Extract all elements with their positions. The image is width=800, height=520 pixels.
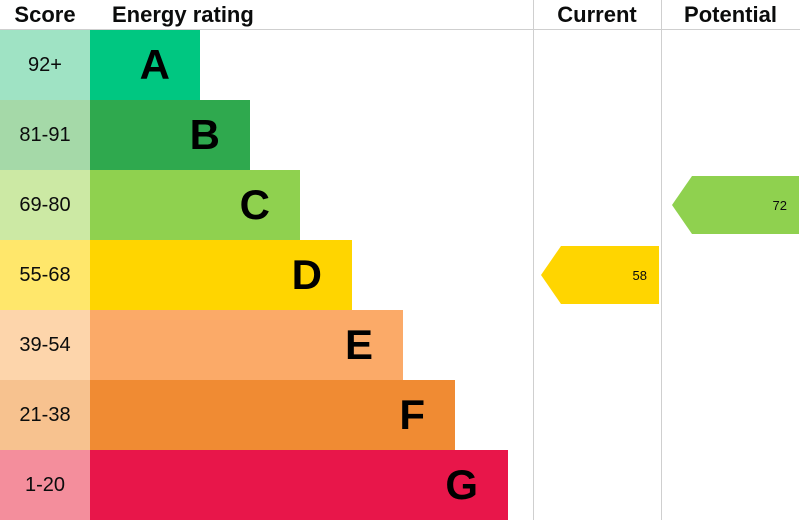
score-range-f: 21-38 [0,380,90,450]
rating-bar-a: A [90,30,200,100]
band-letter-e: E [344,321,373,368]
potential-header: Potential [684,1,777,27]
potential-rating-value: 72 [772,197,787,213]
band-letter-f: F [399,391,425,438]
band-letter-b: B [189,111,220,158]
band-row-f: 21-38 F [0,380,800,450]
band-row-c: 69-80 C [0,170,800,240]
rating-bar-c: C [90,170,300,240]
potential-column-divider [661,0,662,520]
current-rating-arrow: 58 [541,246,659,304]
band-letter-c: C [239,181,270,228]
rating-bar-g: G [90,450,508,520]
potential-rating-arrow: 72 [672,176,799,234]
band-row-a: 92+ A [0,30,800,100]
band-row-e: 39-54 E [0,310,800,380]
score-range-g: 1-20 [0,450,90,520]
band-letter-d: D [291,251,322,298]
score-range-a: 92+ [0,30,90,100]
current-rating-value: 58 [632,267,647,283]
header-row: Score Energy rating Current Potential [0,0,800,30]
score-range-e: 39-54 [0,310,90,380]
score-header: Score [14,1,76,27]
energy-rating-header: Energy rating [112,1,254,27]
score-range-c: 69-80 [0,170,90,240]
rating-bar-e: E [90,310,403,380]
band-row-g: 1-20 G [0,450,800,520]
rating-bar-f: F [90,380,455,450]
band-row-d: 55-68 D [0,240,800,310]
rating-bar-b: B [90,100,250,170]
score-range-d: 55-68 [0,240,90,310]
band-rows: 92+ A 81-91 B 69-80 C 55-68 D 39-54 [0,30,800,520]
score-range-b: 81-91 [0,100,90,170]
band-row-b: 81-91 B [0,100,800,170]
band-letter-a: A [139,41,170,88]
band-letter-g: G [445,461,478,508]
current-column-divider [533,0,534,520]
current-header: Current [557,1,637,27]
rating-bar-d: D [90,240,352,310]
